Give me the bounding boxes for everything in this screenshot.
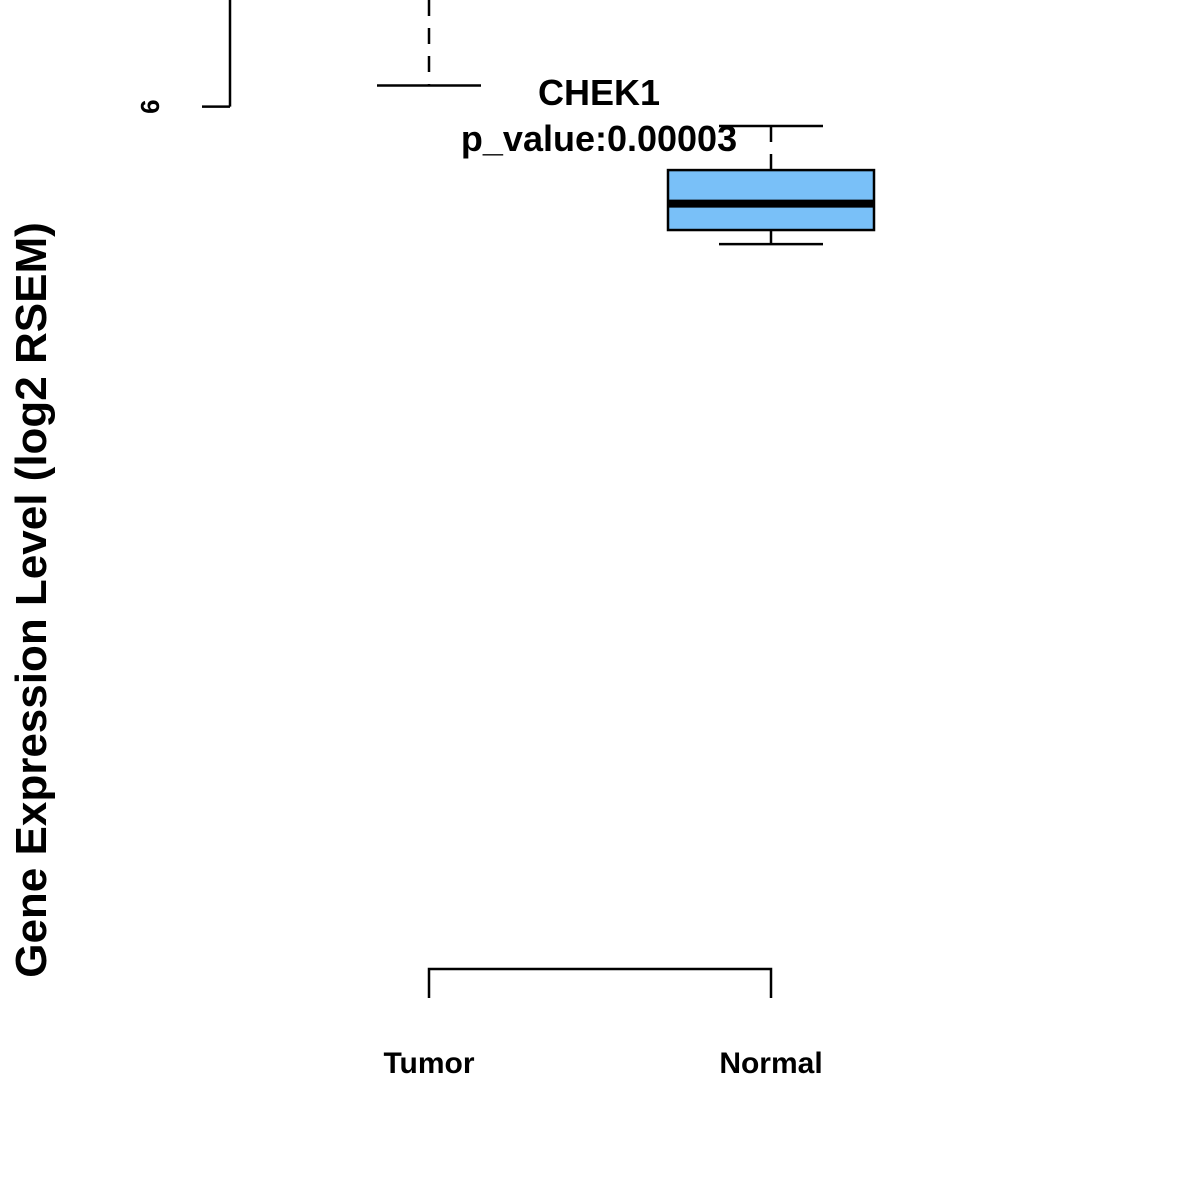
bracket-line <box>429 969 771 998</box>
chart-subtitle: p_value:0.00003 <box>461 118 737 159</box>
y-tick-label: 6 <box>135 99 165 113</box>
box-tumor <box>326 0 532 85</box>
y-axis: 6789 <box>135 0 230 114</box>
x-category-label: Normal <box>719 1047 822 1080</box>
y-axis-label: Gene Expression Level (log2 RSEM) <box>7 222 56 978</box>
chart-title: CHEK1 <box>538 72 660 113</box>
x-category-labels: Tumor Normal <box>383 1047 822 1080</box>
comparison-bracket <box>429 969 771 998</box>
x-category-label: Tumor <box>383 1047 474 1080</box>
